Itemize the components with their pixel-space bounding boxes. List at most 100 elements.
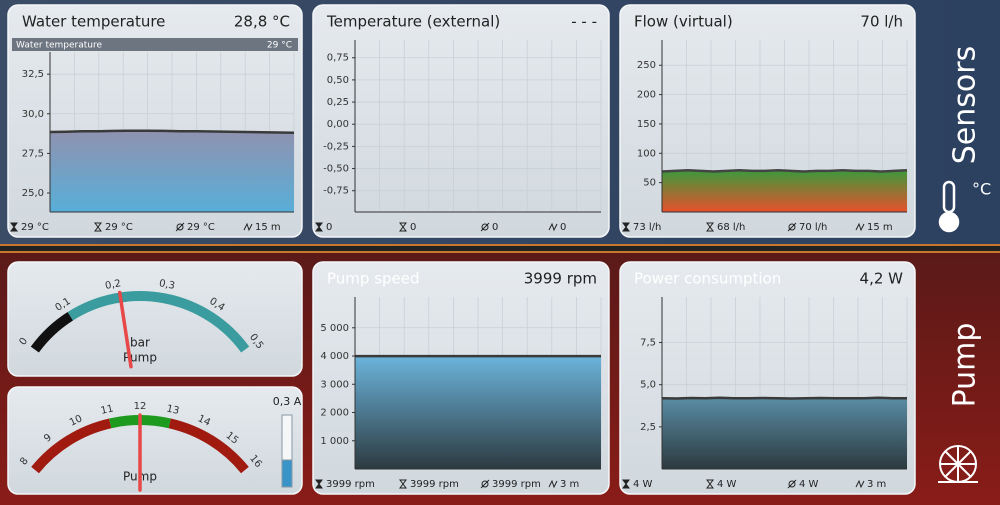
footer-text: 0 xyxy=(492,222,498,233)
footer-icon xyxy=(315,479,323,489)
footer-icon xyxy=(622,222,630,232)
chart-reading: - - - xyxy=(571,13,597,31)
footer-text: 0 xyxy=(410,222,416,233)
section-label: Pump xyxy=(948,323,983,408)
chart-reading: 3999 rpm xyxy=(524,270,597,288)
panel xyxy=(312,4,610,238)
gauge-band xyxy=(30,312,74,353)
footer-icon xyxy=(399,222,407,232)
thermometer-icon xyxy=(938,180,960,233)
footer-text: 3 m xyxy=(867,479,886,490)
y-tick-label: 0,75 xyxy=(327,53,349,64)
gauge-tick-label: 8 xyxy=(18,456,31,468)
footer-icon xyxy=(10,222,18,232)
line xyxy=(661,396,907,400)
gauge-needle xyxy=(117,290,133,369)
legend-bar xyxy=(12,38,298,51)
footer-icon xyxy=(787,222,797,232)
chart-reading: 70 l/h xyxy=(860,13,903,31)
legend-reading: 29 °C xyxy=(267,41,292,51)
footer-icon xyxy=(788,223,796,231)
footer-icon xyxy=(175,222,185,232)
chart-reading: 4,2 W xyxy=(860,270,904,288)
footer-text: 4 W xyxy=(633,479,653,490)
gauge-tick-label: 9 xyxy=(42,432,54,445)
footer-text: 73 l/h xyxy=(633,222,661,233)
area xyxy=(662,170,907,212)
y-tick-label: 0,00 xyxy=(327,119,349,130)
footer-text: 3999 rpm xyxy=(326,479,375,490)
footer-icon xyxy=(176,223,184,231)
gauge-tick-label: 11 xyxy=(100,403,115,417)
gauge-band xyxy=(168,418,249,474)
footer-icon xyxy=(315,222,323,232)
gauge-tick-label: 0,2 xyxy=(104,278,122,292)
footer-icon xyxy=(855,222,865,232)
gauge-band xyxy=(67,291,250,353)
y-tick-label: 4 000 xyxy=(320,351,349,362)
y-tick-label: 250 xyxy=(637,60,656,71)
line xyxy=(661,169,908,173)
y-tick-label: 200 xyxy=(637,90,656,101)
footer-icon xyxy=(480,479,490,489)
gauge-band xyxy=(31,418,112,474)
footer-text: 3999 rpm xyxy=(410,479,459,490)
chart-title: Power consumption xyxy=(634,270,781,288)
gauge-tick-label: 13 xyxy=(165,403,180,417)
area xyxy=(662,397,907,469)
y-tick-label: 1 000 xyxy=(320,436,349,447)
footer-icon xyxy=(243,222,253,232)
footer-text: 68 l/h xyxy=(717,222,745,233)
gauge-tick-label: 12 xyxy=(134,401,147,412)
footer-text: 15 m xyxy=(255,222,281,233)
chart-title: Pump speed xyxy=(327,270,420,288)
chart-title: Water temperature xyxy=(22,13,165,31)
footer-text: 29 °C xyxy=(21,222,49,233)
gauge-tick-label: 14 xyxy=(196,413,212,428)
area xyxy=(355,356,601,469)
footer-icon xyxy=(706,479,714,489)
y-tick-label: 3 000 xyxy=(320,379,349,390)
footer-text: 0 xyxy=(560,222,566,233)
footer-text: 29 °C xyxy=(187,222,215,233)
level-label: 0,3 A xyxy=(273,395,302,408)
y-tick-label: 25,0 xyxy=(22,188,44,199)
legend-name: Water temperature xyxy=(16,41,102,51)
y-tick-label: 2 000 xyxy=(320,408,349,419)
footer-icon xyxy=(855,479,865,489)
footer-text: 3 m xyxy=(560,479,579,490)
level-bar xyxy=(281,459,293,488)
footer-icon xyxy=(480,222,490,232)
footer-icon xyxy=(787,479,797,489)
gauge-tick-label: 10 xyxy=(68,413,84,428)
area xyxy=(50,130,294,212)
footer-text: 29 °C xyxy=(105,222,133,233)
y-tick-label: 30,0 xyxy=(22,109,44,120)
line xyxy=(49,129,295,135)
gauge-panel xyxy=(7,261,303,377)
footer-icon xyxy=(548,479,558,489)
y-tick-label: 5 000 xyxy=(320,323,349,334)
footer-text: 0 xyxy=(326,222,332,233)
footer-text: 70 l/h xyxy=(799,222,827,233)
pump-icon xyxy=(938,445,978,483)
gauge-tick-label: 0,3 xyxy=(158,278,176,292)
y-tick-label: 5,0 xyxy=(640,380,656,391)
y-tick-label: 0,25 xyxy=(327,97,349,108)
footer-text: 3999 rpm xyxy=(492,479,541,490)
y-tick-label: 7,5 xyxy=(640,338,656,349)
gauge-tick-label: 0 xyxy=(18,336,31,348)
section-label: Sensors xyxy=(948,46,983,164)
y-tick-label: 50 xyxy=(643,178,656,189)
footer-icon xyxy=(481,480,489,488)
footer-icon xyxy=(399,479,407,489)
y-tick-label: 150 xyxy=(637,119,656,130)
footer-icon xyxy=(94,222,102,232)
gauge-unit: bar xyxy=(130,336,150,350)
footer-text: 4 W xyxy=(799,479,819,490)
y-tick-label: 32,5 xyxy=(22,69,44,80)
y-tick-label: 0,50 xyxy=(327,75,349,86)
footer-text: 4 W xyxy=(717,479,737,490)
